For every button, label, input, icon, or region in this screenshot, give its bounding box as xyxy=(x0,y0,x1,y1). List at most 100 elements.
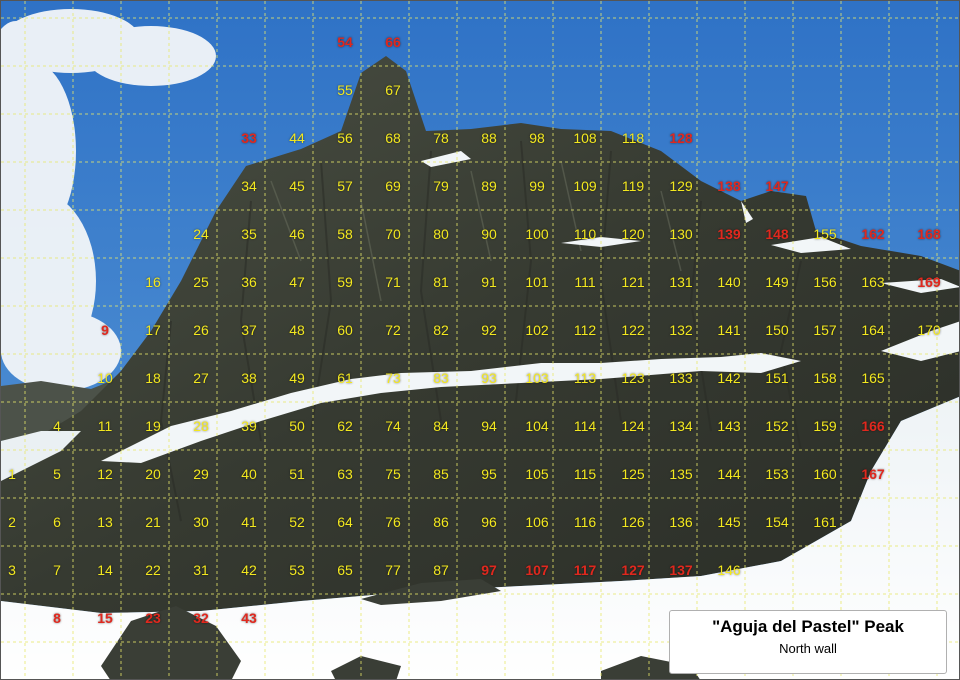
grid-cell-label: 62 xyxy=(337,418,353,434)
grid-cell-label: 69 xyxy=(385,178,401,194)
grid-cell-label: 83 xyxy=(433,370,449,386)
grid-cell-label: 36 xyxy=(241,274,257,290)
snow-field-left xyxy=(1,431,81,481)
grid-cell-label: 162 xyxy=(861,226,885,242)
grid-cell-label: 50 xyxy=(289,418,305,434)
grid-cell-label: 115 xyxy=(573,466,597,482)
grid-cell-label: 135 xyxy=(669,466,693,482)
grid-cell-label: 43 xyxy=(241,610,257,626)
grid-cell-label: 71 xyxy=(385,274,401,290)
grid-cell-label: 105 xyxy=(525,466,549,482)
grid-cell-label: 165 xyxy=(861,370,885,386)
grid-cell-label: 68 xyxy=(385,130,401,146)
grid-cell-label: 66 xyxy=(385,34,401,50)
grid-cell-label: 72 xyxy=(385,322,401,338)
grid-cell-label: 25 xyxy=(193,274,209,290)
grid-cell-label: 58 xyxy=(337,226,353,242)
grid-cell-label: 119 xyxy=(621,178,645,194)
grid-cell-label: 81 xyxy=(433,274,449,290)
grid-cell-label: 61 xyxy=(337,370,353,386)
grid-cell-label: 99 xyxy=(529,178,545,194)
grid-cell-label: 8 xyxy=(53,610,61,626)
grid-cell-label: 117 xyxy=(573,562,597,578)
grid-cell-label: 11 xyxy=(97,418,113,434)
grid-cell-label: 88 xyxy=(481,130,497,146)
grid-cell-label: 103 xyxy=(525,370,549,386)
grid-cell-label: 129 xyxy=(669,178,693,194)
grid-cell-label: 112 xyxy=(573,322,597,338)
grid-cell-label: 33 xyxy=(241,130,257,146)
grid-cell-label: 95 xyxy=(481,466,497,482)
grid-cell-label: 37 xyxy=(241,322,257,338)
grid-cell-label: 101 xyxy=(525,274,549,290)
grid-cell-label: 22 xyxy=(145,562,161,578)
grid-cell-label: 151 xyxy=(765,370,789,386)
grid-cell-label: 136 xyxy=(669,514,693,530)
grid-cell-label: 92 xyxy=(481,322,497,338)
grid-cell-label: 98 xyxy=(529,130,545,146)
grid-cell-label: 70 xyxy=(385,226,401,242)
grid-cell-label: 49 xyxy=(289,370,305,386)
caption-box: "Aguja del Pastel" Peak North wall xyxy=(669,610,947,674)
grid-cell-label: 97 xyxy=(481,562,497,578)
grid-cell-label: 29 xyxy=(193,466,209,482)
grid-cell-label: 23 xyxy=(145,610,161,626)
grid-cell-label: 6 xyxy=(53,514,61,530)
grid-cell-label: 38 xyxy=(241,370,257,386)
grid-cell-label: 1 xyxy=(8,466,16,482)
grid-cell-label: 41 xyxy=(241,514,257,530)
grid-cell-label: 2 xyxy=(8,514,16,530)
grid-cell-label: 106 xyxy=(525,514,549,530)
grid-cell-label: 84 xyxy=(433,418,449,434)
grid-cell-label: 14 xyxy=(97,562,113,578)
grid-cell-label: 128 xyxy=(669,130,693,146)
grid-cell-label: 73 xyxy=(385,370,401,386)
grid-cell-label: 138 xyxy=(717,178,741,194)
grid-cell-label: 31 xyxy=(193,562,209,578)
grid-cell-label: 59 xyxy=(337,274,353,290)
grid-cell-label: 166 xyxy=(861,418,885,434)
grid-cell-label: 89 xyxy=(481,178,497,194)
rock-texture xyxy=(159,140,802,522)
grid-cell-label: 116 xyxy=(573,514,597,530)
grid-cell-label: 159 xyxy=(813,418,837,434)
grid-cell-label: 28 xyxy=(193,418,209,434)
grid-cell-label: 100 xyxy=(525,226,549,242)
grid-cell-label: 160 xyxy=(813,466,837,482)
grid-cell-label: 10 xyxy=(97,370,113,386)
grid-cell-label: 167 xyxy=(861,466,885,482)
grid-cell-label: 133 xyxy=(669,370,693,386)
grid-cell-label: 139 xyxy=(717,226,741,242)
grid-cell-label: 76 xyxy=(385,514,401,530)
grid-cell-label: 141 xyxy=(717,322,741,338)
grid-cell-label: 9 xyxy=(101,322,109,338)
grid-cell-label: 51 xyxy=(289,466,305,482)
grid-cell-label: 140 xyxy=(717,274,741,290)
grid-cell-label: 120 xyxy=(621,226,645,242)
grid-cell-label: 147 xyxy=(765,178,789,194)
grid-cell-label: 18 xyxy=(145,370,161,386)
grid-cell-label: 74 xyxy=(385,418,401,434)
grid-cell-label: 7 xyxy=(53,562,61,578)
grid-cell-label: 121 xyxy=(621,274,645,290)
grid-cell-label: 104 xyxy=(525,418,549,434)
grid-cell-label: 170 xyxy=(917,322,941,338)
grid-cell-label: 55 xyxy=(337,82,353,98)
grid-cell-label: 157 xyxy=(813,322,837,338)
snow-field xyxy=(1,396,959,679)
grid-cell-label: 145 xyxy=(717,514,741,530)
grid-cell-label: 32 xyxy=(193,610,209,626)
grid-cell-label: 110 xyxy=(573,226,597,242)
grid-cell-label: 12 xyxy=(97,466,113,482)
grid-cell-label: 169 xyxy=(917,274,941,290)
grid-cell-label: 144 xyxy=(717,466,741,482)
grid-cell-label: 79 xyxy=(433,178,449,194)
grid-cell-label: 80 xyxy=(433,226,449,242)
boulders xyxy=(101,579,700,679)
grid-cell-label: 19 xyxy=(145,418,161,434)
grid-cell-label: 47 xyxy=(289,274,305,290)
grid-cell-label: 16 xyxy=(145,274,161,290)
grid-cell-label: 48 xyxy=(289,322,305,338)
grid-cell-label: 20 xyxy=(145,466,161,482)
